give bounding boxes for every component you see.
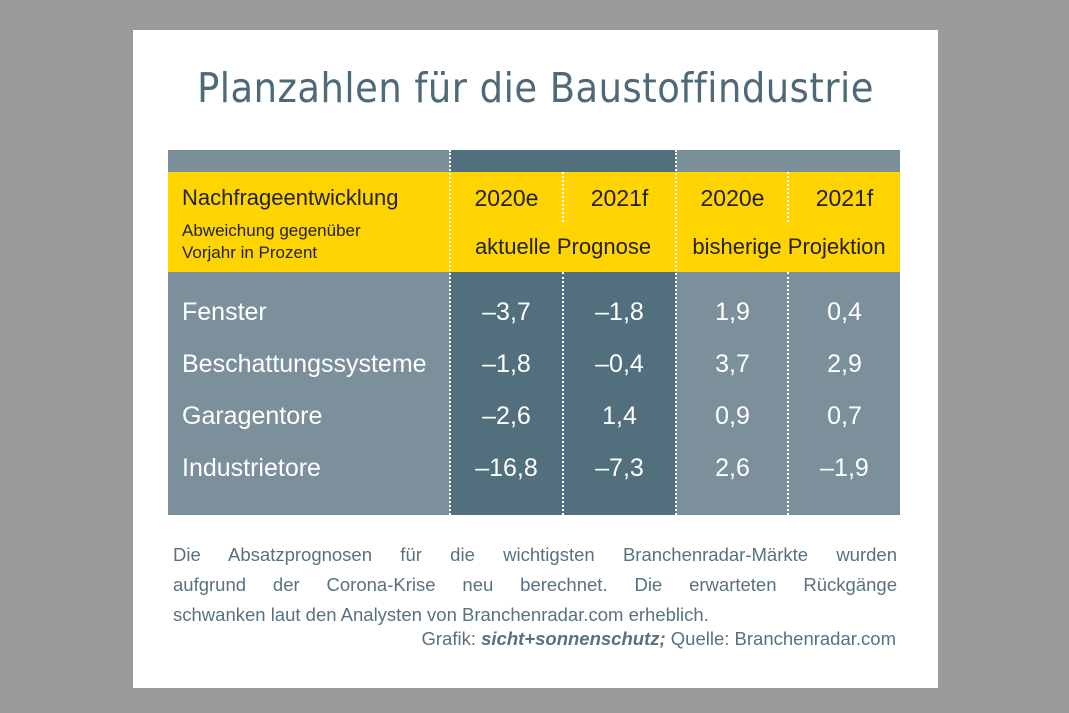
footnote: Die Absatzprognosen für die wichtigsten … bbox=[173, 540, 897, 630]
sublabel-line: Abweichung gegenüber bbox=[182, 221, 361, 240]
row-label: Garagentore bbox=[182, 402, 323, 430]
cell-value: 2,6 bbox=[715, 454, 750, 482]
cell-value: –3,7 bbox=[482, 298, 531, 326]
column-header: 2020e bbox=[474, 185, 539, 211]
column-header: 2021f bbox=[590, 185, 649, 211]
sublabel-line: Vorjahr in Prozent bbox=[182, 243, 318, 262]
column-header: 2021f bbox=[815, 185, 874, 211]
cell-value: –1,9 bbox=[820, 454, 869, 482]
group-header: aktuelle Prognose bbox=[474, 234, 652, 259]
table-header bbox=[168, 172, 900, 272]
cell-value: 1,9 bbox=[715, 298, 750, 326]
column-divider bbox=[562, 172, 564, 222]
header-label: Nachfrageentwicklung bbox=[182, 185, 399, 210]
cell-value: –16,8 bbox=[475, 454, 538, 482]
infographic-card: Planzahlen für die Baustoffindustrie Nac… bbox=[133, 30, 938, 688]
cell-value: –1,8 bbox=[595, 298, 644, 326]
column-divider bbox=[449, 150, 451, 515]
table-row: Industrietore –16,8 –7,3 2,6 –1,9 bbox=[168, 442, 900, 494]
table-row: Beschattungssysteme –1,8 –0,4 3,7 2,9 bbox=[168, 338, 900, 390]
footnote-line: aufgrund der Corona-Krise neu berechnet.… bbox=[173, 574, 897, 595]
credit: Grafik: sicht+sonnenschutz; Quelle: Bran… bbox=[422, 628, 897, 650]
credit-prefix: Grafik: bbox=[421, 628, 476, 649]
cell-value: –7,3 bbox=[595, 454, 644, 482]
column-divider bbox=[675, 150, 677, 515]
footnote-line: schwanken laut den Analysten von Branche… bbox=[173, 604, 709, 625]
column-header: 2020e bbox=[700, 185, 765, 211]
header-sublabel: Abweichung gegenüber Vorjahr in Prozent bbox=[182, 220, 361, 264]
group-header: bisherige Projektion bbox=[692, 234, 886, 259]
row-label: Industrietore bbox=[182, 454, 321, 482]
data-table: Nachfrageentwicklung Abweichung gegenübe… bbox=[168, 150, 900, 515]
table-row: Fenster –3,7 –1,8 1,9 0,4 bbox=[168, 286, 900, 338]
highlight-band-top bbox=[450, 150, 676, 172]
cell-value: 0,7 bbox=[827, 402, 862, 430]
column-divider bbox=[787, 272, 789, 515]
page-title: Planzahlen für die Baustoffindustrie bbox=[197, 64, 874, 112]
cell-value: –0,4 bbox=[595, 350, 644, 378]
column-divider bbox=[787, 172, 789, 222]
cell-value: 3,7 bbox=[715, 350, 750, 378]
cell-value: 2,9 bbox=[827, 350, 862, 378]
footnote-line: Die Absatzprognosen für die wichtigsten … bbox=[173, 544, 897, 565]
table-row: Garagentore –2,6 1,4 0,9 0,7 bbox=[168, 390, 900, 442]
column-divider bbox=[562, 272, 564, 515]
row-label: Beschattungssysteme bbox=[182, 350, 427, 378]
cell-value: 1,4 bbox=[602, 402, 637, 430]
cell-value: 0,9 bbox=[715, 402, 750, 430]
cell-value: 0,4 bbox=[827, 298, 862, 326]
credit-brand: sicht+sonnenschutz; bbox=[481, 628, 666, 649]
cell-value: –2,6 bbox=[482, 402, 531, 430]
cell-value: –1,8 bbox=[482, 350, 531, 378]
credit-source: Quelle: Branchenradar.com bbox=[670, 628, 896, 649]
row-label: Fenster bbox=[182, 298, 267, 326]
